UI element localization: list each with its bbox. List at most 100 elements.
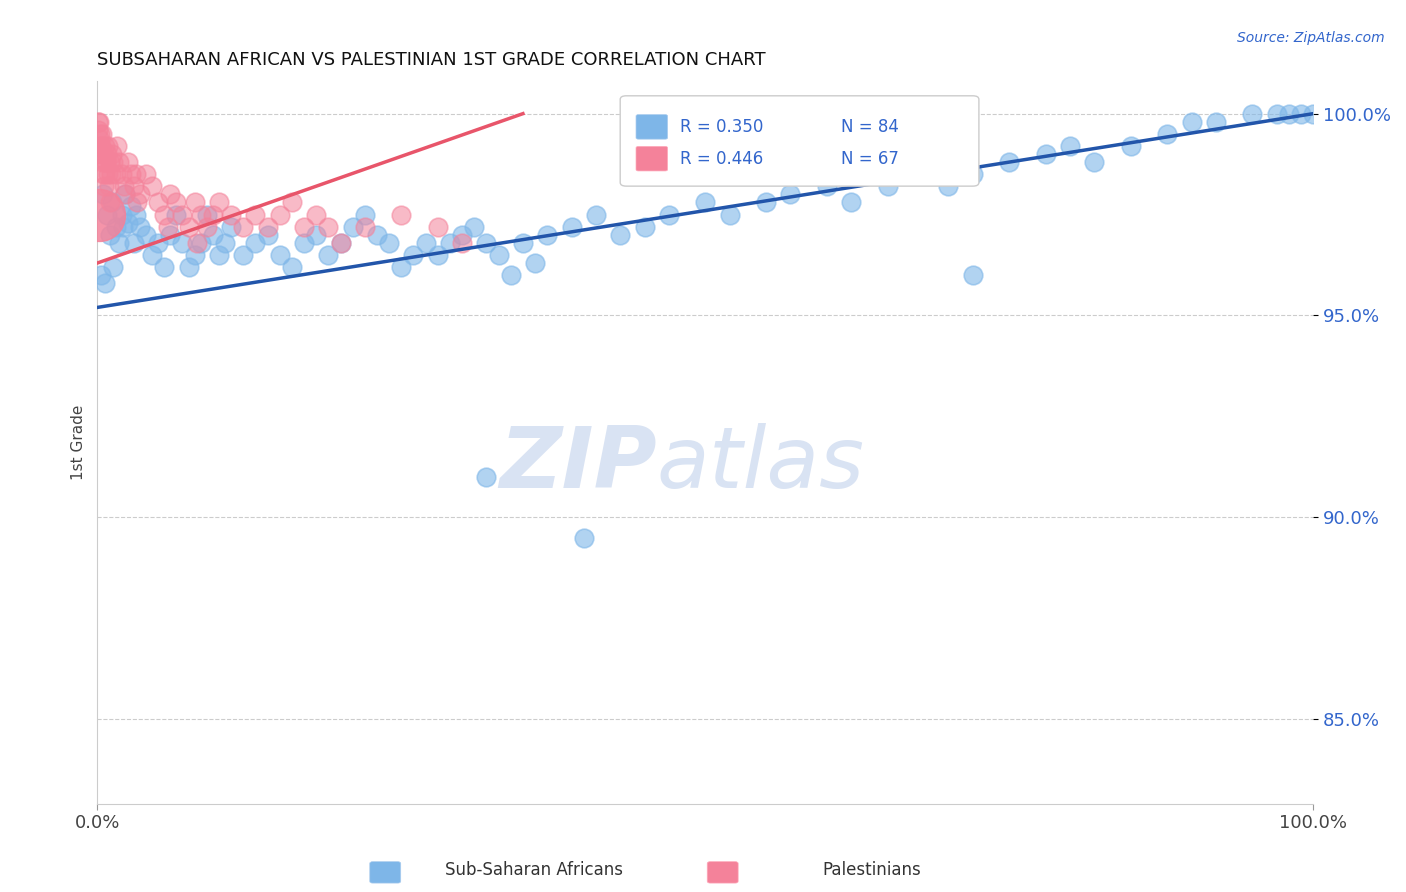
Point — [93, 139, 115, 153]
Point — [389, 260, 412, 274]
Point — [129, 187, 152, 202]
Point — [962, 268, 984, 282]
Point — [305, 208, 328, 222]
Point — [779, 187, 801, 202]
Point — [269, 208, 291, 222]
Point — [561, 219, 583, 234]
Point — [912, 167, 935, 181]
Point — [122, 235, 145, 250]
Point — [111, 219, 134, 234]
Point — [195, 219, 218, 234]
Point — [90, 155, 112, 169]
Point — [366, 227, 388, 242]
Point — [120, 167, 142, 181]
Point — [281, 195, 304, 210]
Text: Sub-Saharan Africans: Sub-Saharan Africans — [446, 861, 623, 879]
Point — [94, 155, 117, 169]
Point — [329, 235, 352, 250]
Text: R = 0.446: R = 0.446 — [679, 150, 763, 168]
Point — [93, 179, 115, 194]
Point — [108, 155, 131, 169]
Text: ZIP: ZIP — [499, 423, 657, 506]
Point — [305, 227, 328, 242]
Point — [269, 248, 291, 262]
Point — [256, 227, 278, 242]
Point — [135, 167, 157, 181]
Text: N = 67: N = 67 — [842, 150, 900, 168]
Point — [1156, 127, 1178, 141]
Point — [1302, 106, 1324, 120]
Point — [475, 470, 498, 484]
Point — [389, 208, 412, 222]
Point — [190, 235, 212, 250]
FancyBboxPatch shape — [636, 146, 668, 171]
Point — [87, 123, 110, 137]
Point — [101, 260, 124, 274]
Point — [1205, 114, 1227, 128]
Point — [318, 248, 340, 262]
Point — [1119, 139, 1142, 153]
Point — [87, 131, 110, 145]
FancyBboxPatch shape — [636, 114, 668, 139]
Point — [117, 216, 139, 230]
Point — [159, 187, 181, 202]
Point — [488, 248, 510, 262]
Point — [90, 268, 112, 282]
Point — [426, 248, 449, 262]
Point — [815, 179, 838, 194]
Point — [96, 208, 118, 222]
Point — [292, 219, 315, 234]
Point — [120, 199, 142, 213]
Point — [89, 127, 111, 141]
Point — [87, 114, 110, 128]
Point — [125, 167, 148, 181]
Point — [117, 155, 139, 169]
Point — [1241, 106, 1264, 120]
Point — [111, 167, 134, 181]
Point — [111, 208, 134, 222]
Point — [172, 208, 194, 222]
Point — [183, 248, 205, 262]
Point — [127, 195, 149, 210]
Point — [91, 167, 114, 181]
Point — [101, 147, 124, 161]
Point — [101, 195, 124, 210]
Point — [451, 227, 474, 242]
Point — [112, 179, 135, 194]
Point — [195, 208, 218, 222]
Point — [1035, 147, 1057, 161]
Point — [426, 219, 449, 234]
Point — [499, 268, 522, 282]
Text: atlas: atlas — [657, 423, 865, 506]
Point — [876, 179, 898, 194]
Point — [1181, 114, 1204, 128]
Text: SUBSAHARAN AFRICAN VS PALESTINIAN 1ST GRADE CORRELATION CHART: SUBSAHARAN AFRICAN VS PALESTINIAN 1ST GR… — [97, 51, 766, 69]
Point — [98, 155, 121, 169]
Point — [172, 235, 194, 250]
Point — [93, 276, 115, 290]
Point — [245, 208, 267, 222]
Point — [208, 195, 231, 210]
Point — [125, 208, 148, 222]
Point — [96, 147, 118, 161]
Point — [153, 208, 176, 222]
Point — [998, 155, 1021, 169]
Point — [94, 167, 117, 181]
Point — [219, 208, 242, 222]
Point — [839, 195, 862, 210]
Text: R = 0.350: R = 0.350 — [679, 118, 763, 136]
Point — [89, 139, 111, 153]
Y-axis label: 1st Grade: 1st Grade — [72, 405, 86, 481]
Point — [718, 208, 741, 222]
Point — [87, 114, 110, 128]
Point — [208, 248, 231, 262]
Point — [245, 235, 267, 250]
Point — [97, 167, 120, 181]
Point — [415, 235, 437, 250]
Text: Palestinians: Palestinians — [823, 861, 921, 879]
Point — [1289, 106, 1312, 120]
Point — [104, 167, 127, 181]
Point — [135, 227, 157, 242]
Point — [165, 208, 187, 222]
Point — [201, 208, 224, 222]
